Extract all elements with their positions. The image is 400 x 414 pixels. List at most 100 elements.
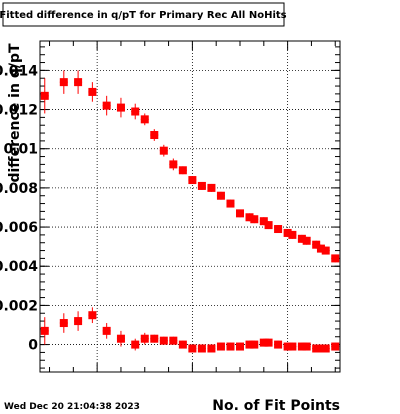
point-marker [250, 215, 259, 224]
data-point [250, 340, 259, 349]
point-marker [226, 199, 235, 208]
point-marker [140, 115, 149, 124]
data-point [88, 82, 97, 102]
point-marker [74, 317, 83, 326]
data-point [159, 336, 168, 345]
point-marker [59, 319, 68, 328]
data-point [131, 338, 140, 351]
data-point [197, 344, 206, 353]
point-marker [159, 146, 168, 155]
point-marker [116, 103, 125, 112]
point-marker [59, 78, 68, 87]
data-point [150, 129, 159, 141]
data-point [216, 191, 225, 200]
data-point [40, 317, 49, 345]
title-box: Fitted difference in q/pT for Primary Re… [0, 2, 287, 27]
data-point [116, 97, 125, 118]
y-tick-label: 0.01 [3, 142, 38, 158]
point-marker [102, 101, 111, 110]
timestamp-label: Wed Dec 20 21:04:38 2023 [4, 402, 140, 412]
data-point [226, 199, 235, 208]
data-point [302, 236, 311, 245]
point-marker [245, 340, 254, 349]
data-point [59, 70, 68, 94]
data-point [169, 158, 178, 171]
data-point [302, 342, 311, 351]
point-marker [297, 342, 306, 351]
data-point [59, 313, 68, 333]
point-marker [207, 183, 216, 192]
point-marker [159, 336, 168, 345]
point-marker [302, 342, 311, 351]
point-marker [316, 244, 325, 253]
y-axis-tick-labels: 0 0.002 0.004 0.006 0.008 0.01 0.012 0.014 [0, 63, 38, 353]
point-marker [178, 166, 187, 175]
data-point [207, 183, 216, 192]
point-marker [259, 338, 268, 347]
data-point [140, 332, 149, 345]
point-marker [216, 342, 225, 351]
point-marker [88, 311, 97, 320]
point-marker [331, 254, 340, 263]
point-marker [197, 344, 206, 353]
point-marker [102, 326, 111, 335]
y-tick-label: 0.004 [0, 259, 38, 275]
point-marker [302, 236, 311, 245]
point-marker [259, 217, 268, 226]
point-marker [216, 191, 225, 200]
point-marker [88, 87, 97, 96]
data-point [150, 334, 159, 343]
data-point [274, 340, 283, 349]
data-point [236, 209, 244, 218]
title-box-frame [2, 2, 285, 27]
point-marker [316, 344, 325, 353]
point-marker [331, 342, 340, 351]
point-marker [40, 326, 49, 335]
plot-frame [39, 40, 341, 373]
data-point [216, 342, 225, 351]
point-marker [116, 334, 125, 343]
data-point [74, 70, 83, 94]
data-point [321, 246, 330, 255]
point-marker [140, 334, 149, 343]
point-marker [321, 246, 330, 255]
point-marker [236, 342, 244, 351]
point-marker [226, 342, 235, 351]
point-marker [236, 209, 244, 218]
data-point [264, 338, 273, 347]
point-marker [169, 336, 178, 345]
data-point [207, 344, 216, 353]
data-point [102, 323, 111, 339]
point-marker [178, 340, 187, 349]
point-marker [250, 340, 259, 349]
data-point [178, 166, 187, 175]
point-marker [40, 91, 49, 100]
data-points [40, 70, 340, 353]
point-marker [207, 344, 216, 353]
point-marker [312, 240, 321, 249]
point-marker [188, 176, 197, 185]
point-marker [283, 342, 292, 351]
point-marker [169, 160, 178, 169]
data-point [188, 176, 197, 185]
y-tick-label: 0 [28, 338, 38, 354]
point-marker [131, 340, 140, 349]
y-axis-label: difference in q/pT [7, 43, 23, 182]
point-marker [264, 338, 273, 347]
y-tick-label: 0.012 [0, 103, 38, 119]
data-point [102, 95, 111, 116]
data-point [40, 78, 49, 114]
point-marker [283, 228, 292, 237]
data-point [250, 215, 259, 224]
point-marker [264, 221, 273, 230]
data-point [88, 307, 97, 324]
data-point [188, 344, 197, 353]
data-point [197, 181, 206, 190]
data-point [321, 344, 330, 353]
point-marker [312, 344, 321, 353]
data-point [236, 342, 244, 351]
data-point [178, 340, 187, 349]
point-marker [131, 107, 140, 116]
y-tick-label: 0.006 [0, 220, 38, 236]
